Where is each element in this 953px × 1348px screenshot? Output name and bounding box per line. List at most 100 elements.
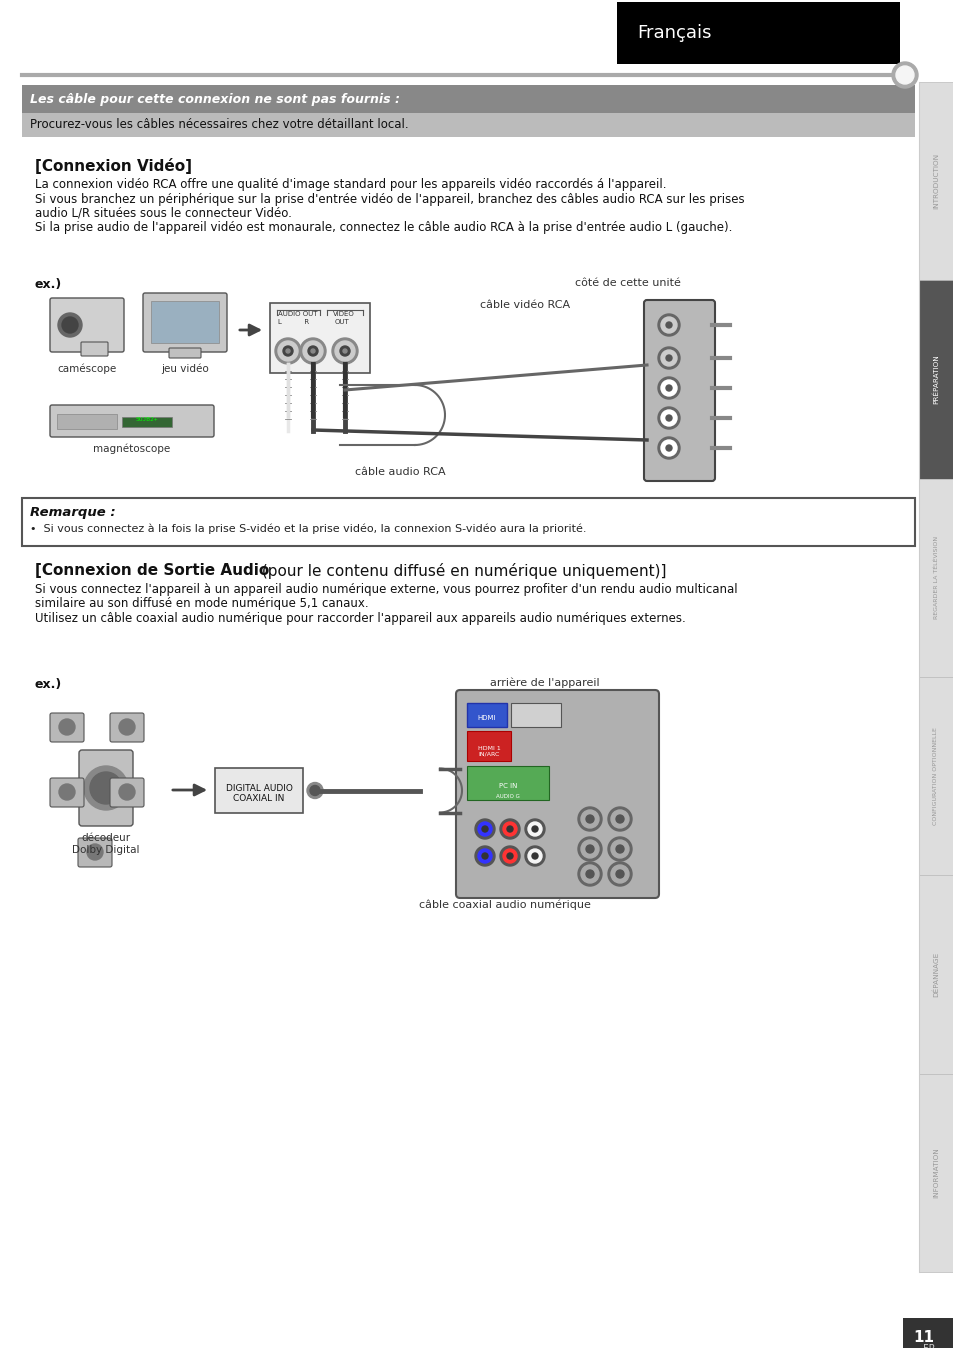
Circle shape [607,861,631,886]
Circle shape [665,355,671,361]
Circle shape [665,322,671,328]
FancyBboxPatch shape [918,677,952,875]
Circle shape [477,849,492,863]
Text: arrière de l'appareil: arrière de l'appareil [490,678,599,689]
Circle shape [578,861,601,886]
Text: caméscope: caméscope [57,363,116,373]
Text: audio L/R situées sous le connecteur Vidéo.: audio L/R situées sous le connecteur Vid… [35,208,292,220]
Text: jeu vidéo: jeu vidéo [161,363,209,373]
Text: [Connexion de Sortie Audio: [Connexion de Sortie Audio [35,563,269,578]
FancyBboxPatch shape [50,778,84,807]
Circle shape [477,822,492,836]
Text: [Connexion Vidéo]: [Connexion Vidéo] [35,158,192,174]
Circle shape [335,341,355,361]
Circle shape [891,62,917,88]
Text: L          R: L R [277,319,309,325]
Circle shape [658,377,679,399]
Text: •  Si vous connectez à la fois la prise S-vidéo et la prise vidéo, la connexion : • Si vous connectez à la fois la prise S… [30,523,586,534]
Circle shape [499,847,519,865]
FancyBboxPatch shape [918,875,952,1073]
Text: Les câble pour cette connexion ne sont pas fournis :: Les câble pour cette connexion ne sont p… [30,93,399,105]
Text: 5UJB2+: 5UJB2+ [135,417,158,422]
Text: PRÉPARATION: PRÉPARATION [932,355,939,404]
Circle shape [585,869,594,878]
Text: PC IN: PC IN [498,783,517,789]
Circle shape [616,816,623,824]
Text: AUDIO G: AUDIO G [496,794,519,799]
Circle shape [527,822,541,836]
Circle shape [660,439,677,456]
Circle shape [506,826,513,832]
Circle shape [286,349,290,353]
Circle shape [481,826,488,832]
Circle shape [475,847,495,865]
Text: La connexion vidéo RCA offre une qualité d'image standard pour les appareils vid: La connexion vidéo RCA offre une qualité… [35,178,666,191]
Text: HDMI: HDMI [477,714,496,721]
Text: FR: FR [923,1344,935,1348]
Text: OUT: OUT [335,319,350,325]
Circle shape [307,782,323,798]
FancyBboxPatch shape [143,293,227,352]
Circle shape [303,341,323,361]
FancyBboxPatch shape [50,404,213,437]
FancyBboxPatch shape [918,280,952,479]
Text: Si vous connectez l'appareil à un appareil audio numérique externe, vous pourrez: Si vous connectez l'appareil à un appare… [35,582,737,596]
Circle shape [580,865,598,883]
Text: DÉPANNAGE: DÉPANNAGE [932,952,939,998]
Circle shape [665,415,671,421]
Circle shape [895,66,913,84]
Text: câble vidéo RCA: câble vidéo RCA [479,301,570,310]
Circle shape [59,718,75,735]
FancyBboxPatch shape [79,749,132,826]
FancyBboxPatch shape [110,713,144,741]
Circle shape [580,810,598,828]
Text: Utilisez un câble coaxial audio numérique pour raccorder l'appareil aux appareil: Utilisez un câble coaxial audio numériqu… [35,612,685,625]
Circle shape [665,386,671,391]
Text: 11: 11 [912,1330,933,1345]
Circle shape [84,766,128,810]
Text: (pour le contenu diffusé en numérique uniquement)]: (pour le contenu diffusé en numérique un… [256,563,666,580]
Circle shape [527,849,541,863]
Circle shape [532,853,537,859]
FancyBboxPatch shape [617,1,899,63]
Text: ex.): ex.) [35,278,62,291]
Circle shape [308,346,317,356]
Text: Procurez-vous les câbles nécessaires chez votre détaillant local.: Procurez-vous les câbles nécessaires che… [30,119,408,132]
Text: INFORMATION: INFORMATION [932,1147,938,1198]
FancyBboxPatch shape [57,414,117,429]
Circle shape [585,816,594,824]
Circle shape [62,317,78,333]
FancyBboxPatch shape [918,1073,952,1273]
Circle shape [658,437,679,460]
Text: Si vous branchez un périphérique sur la prise d'entrée vidéo de l'appareil, bran: Si vous branchez un périphérique sur la … [35,193,744,205]
FancyBboxPatch shape [50,713,84,741]
FancyBboxPatch shape [110,778,144,807]
Circle shape [90,772,122,803]
Circle shape [475,820,495,838]
Circle shape [119,785,135,799]
Circle shape [524,847,544,865]
FancyBboxPatch shape [122,417,172,427]
Circle shape [660,410,677,426]
FancyBboxPatch shape [902,1318,953,1348]
Circle shape [616,845,623,853]
Circle shape [660,380,677,396]
Circle shape [277,341,297,361]
Text: Si la prise audio de l'appareil vidéo est monaurale, connectez le câble audio RC: Si la prise audio de l'appareil vidéo es… [35,221,732,235]
Circle shape [332,338,357,364]
FancyBboxPatch shape [81,342,108,356]
FancyBboxPatch shape [270,303,370,373]
Text: HDMI 1
IN/ARC: HDMI 1 IN/ARC [477,745,500,756]
Text: câble coaxial audio numérique: câble coaxial audio numérique [418,900,590,910]
FancyBboxPatch shape [511,704,560,727]
Circle shape [585,845,594,853]
Circle shape [59,785,75,799]
Circle shape [578,807,601,830]
FancyBboxPatch shape [467,704,506,727]
Circle shape [343,349,347,353]
Text: similaire au son diffusé en mode numérique 5,1 canaux.: similaire au son diffusé en mode numériq… [35,597,368,611]
Text: DIGITAL AUDIO
COAXIAL IN: DIGITAL AUDIO COAXIAL IN [225,783,293,803]
Circle shape [311,349,314,353]
FancyBboxPatch shape [22,497,914,546]
Text: Français: Français [637,24,711,42]
